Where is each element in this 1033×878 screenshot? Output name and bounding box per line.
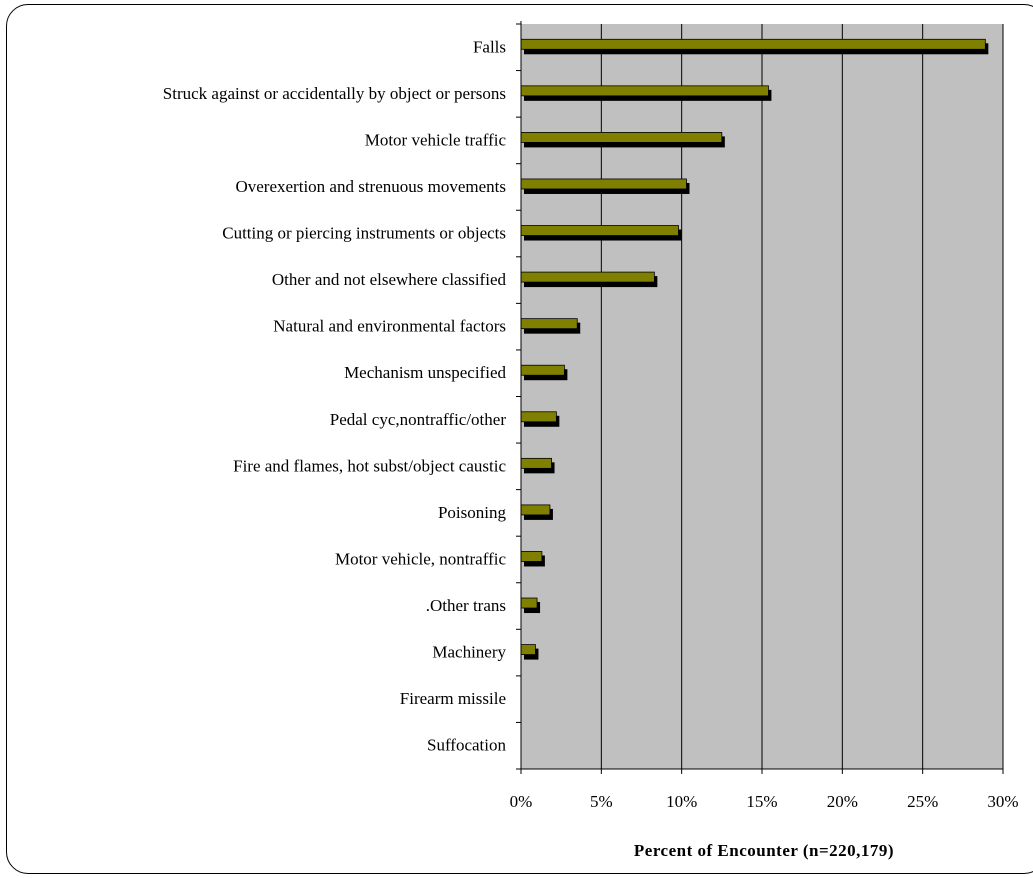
bar — [520, 132, 723, 143]
x-tick-label: 25% — [907, 792, 938, 811]
x-tick-labels: 0% 5% 10% 15% 20% 25% 30% — [510, 792, 1019, 811]
x-tick-label: 0% — [510, 792, 533, 811]
category-label: Overexertion and strenuous movements — [235, 177, 506, 196]
bar — [520, 457, 552, 469]
x-axis-title: Percent of Encounter (n=220,179) — [634, 841, 894, 860]
bar — [520, 551, 543, 562]
x-tick-label: 15% — [746, 792, 777, 811]
category-label: Struck against or accidentally by object… — [163, 84, 506, 103]
bar — [520, 504, 551, 516]
category-label: Other and not elsewhere classified — [272, 270, 507, 289]
bar — [520, 225, 679, 236]
category-label: .Other trans — [426, 596, 506, 615]
x-tick-label: 20% — [827, 792, 858, 811]
bar — [520, 644, 536, 655]
bar — [520, 364, 565, 376]
chart-frame — [6, 4, 1033, 874]
category-label: Natural and environmental factors — [273, 317, 506, 336]
category-label: Suffocation — [427, 736, 507, 755]
category-label: Pedal cyc,nontraffic/other — [330, 410, 507, 429]
category-labels: Falls Struck against or accidentally by o… — [163, 37, 507, 754]
bar — [520, 318, 578, 330]
bar — [520, 85, 769, 97]
x-tick-label: 30% — [987, 792, 1018, 811]
gridlines — [600, 24, 1004, 769]
category-label: Fire and flames, hot subst/object causti… — [233, 456, 506, 475]
x-tick-label: 10% — [666, 792, 697, 811]
category-label: Motor vehicle, nontraffic — [335, 549, 507, 568]
x-tick-label: 5% — [590, 792, 613, 811]
category-label: Falls — [473, 37, 506, 56]
category-label: Mechanism unspecified — [344, 363, 506, 382]
category-label: Machinery — [432, 643, 506, 662]
bar — [520, 597, 538, 609]
category-label: Firearm missile — [400, 689, 506, 708]
bar — [520, 178, 687, 190]
bar — [520, 271, 655, 283]
category-label: Poisoning — [438, 503, 507, 522]
category-label: Cutting or piercing instruments or objec… — [222, 224, 506, 243]
bar — [520, 411, 557, 423]
bar — [520, 38, 986, 50]
axes — [516, 21, 1004, 774]
category-label: Motor vehicle traffic — [365, 130, 507, 149]
